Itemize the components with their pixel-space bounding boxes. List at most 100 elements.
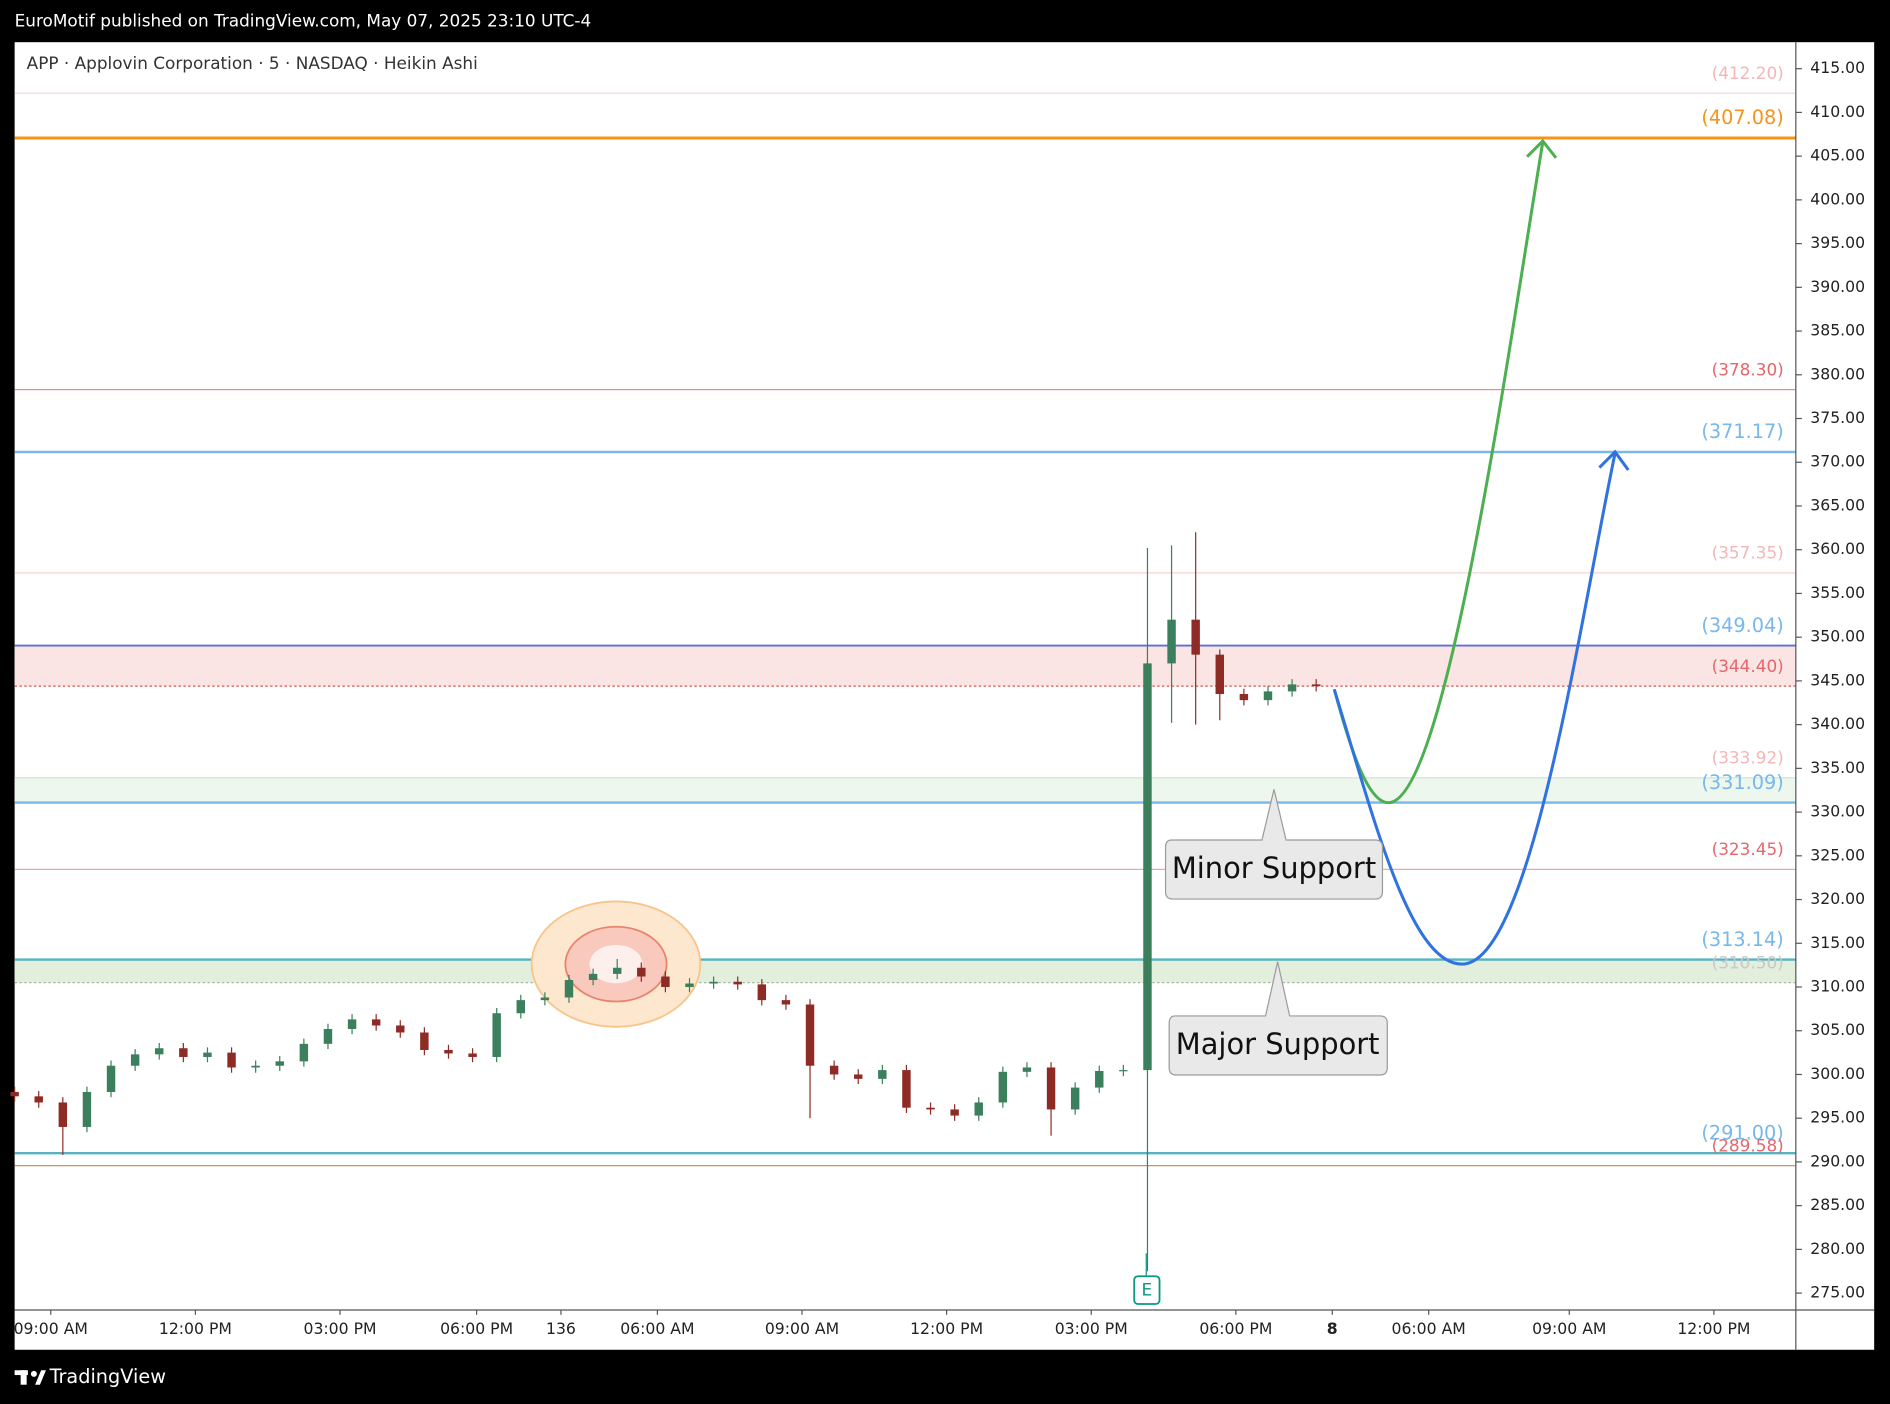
level-label: (331.09) bbox=[1701, 771, 1783, 794]
candles bbox=[10, 532, 1321, 1272]
y-tick-label: 280.00 bbox=[1810, 1239, 1865, 1258]
candle-body bbox=[1287, 684, 1297, 692]
level-label: (344.40) bbox=[1712, 656, 1784, 676]
x-tick-label: 136 bbox=[546, 1319, 576, 1338]
y-tick-label: 370.00 bbox=[1810, 452, 1865, 471]
zone bbox=[14, 645, 1796, 687]
candle-body bbox=[637, 967, 646, 977]
zone bbox=[14, 959, 1796, 983]
candle-body bbox=[371, 1019, 381, 1026]
y-tick-label: 375.00 bbox=[1810, 408, 1865, 427]
candle-body bbox=[1119, 1070, 1128, 1072]
candle-body bbox=[227, 1052, 236, 1068]
candle-body bbox=[323, 1028, 333, 1044]
candle-body bbox=[444, 1049, 453, 1054]
level-label: (310.50) bbox=[1712, 952, 1784, 972]
candle-body bbox=[1095, 1070, 1104, 1088]
y-tick-label: 320.00 bbox=[1810, 889, 1865, 908]
y-tick-label: 290.00 bbox=[1810, 1151, 1865, 1170]
level-label: (357.35) bbox=[1712, 543, 1784, 563]
y-tick-label: 285.00 bbox=[1810, 1195, 1865, 1214]
earnings-label: E bbox=[1142, 1280, 1153, 1300]
candle-body bbox=[347, 1019, 357, 1029]
candle-body bbox=[1070, 1087, 1080, 1110]
arrow-head-blue bbox=[1598, 449, 1630, 471]
annotation: Minor Support bbox=[1172, 851, 1376, 885]
levels: (412.20) (407.08) (378.30) (371.17) (357.35)… bbox=[14, 63, 1796, 1167]
y-tick-label: 275.00 bbox=[1810, 1283, 1865, 1302]
y-tick-label: 415.00 bbox=[1810, 58, 1865, 77]
y-tick-label: 330.00 bbox=[1810, 802, 1865, 821]
candle-body bbox=[950, 1109, 959, 1116]
candle-body bbox=[179, 1048, 188, 1057]
highlight-circle bbox=[530, 900, 702, 1028]
x-tick-label: 12:00 PM bbox=[159, 1319, 232, 1338]
logo-part bbox=[30, 1370, 37, 1377]
candle-body bbox=[757, 984, 767, 1001]
y-tick-label: 355.00 bbox=[1810, 583, 1865, 602]
x-tick-label: 06:00 AM bbox=[1392, 1319, 1466, 1338]
x-tick-label: 03:00 PM bbox=[1055, 1319, 1128, 1338]
y-tick-label: 385.00 bbox=[1810, 321, 1865, 340]
level-label: (323.45) bbox=[1712, 839, 1784, 859]
candle-body bbox=[1022, 1067, 1032, 1072]
y-tick-label: 325.00 bbox=[1810, 845, 1865, 864]
x-tick-label: 8 bbox=[1327, 1319, 1338, 1338]
zones bbox=[14, 645, 1796, 983]
earnings-box bbox=[1133, 1275, 1161, 1305]
candle-body bbox=[1311, 684, 1321, 687]
candle-body bbox=[155, 1048, 164, 1055]
annotation: Major Support bbox=[1176, 1027, 1380, 1061]
x-tick-label: 09:00 AM bbox=[14, 1319, 88, 1338]
candle-body bbox=[420, 1032, 429, 1050]
y-tick-label: 305.00 bbox=[1810, 1020, 1865, 1039]
logo-part bbox=[20, 1370, 27, 1385]
y-tick-label: 300.00 bbox=[1810, 1064, 1865, 1083]
earnings-marker: E bbox=[1133, 1253, 1161, 1305]
y-tick-label: 395.00 bbox=[1810, 233, 1865, 252]
y-tick-label: 405.00 bbox=[1810, 146, 1865, 165]
candle-body bbox=[709, 981, 718, 984]
candle-body bbox=[685, 983, 694, 988]
zone bbox=[14, 777, 1796, 803]
callout-minor: Minor Support bbox=[1164, 789, 1384, 900]
candle-body bbox=[130, 1054, 140, 1066]
level-label: (349.04) bbox=[1701, 614, 1783, 637]
candle-body bbox=[396, 1025, 405, 1033]
level-label: (291.00) bbox=[1701, 1121, 1783, 1144]
callout-box bbox=[1168, 961, 1388, 1076]
candle-body bbox=[1239, 694, 1249, 701]
chart-title: APP · Applovin Corporation · 5 · NASDAQ … bbox=[27, 53, 478, 73]
candle-body bbox=[733, 981, 742, 985]
candle-body bbox=[974, 1102, 983, 1116]
x-tick-label: 12:00 PM bbox=[910, 1319, 983, 1338]
candle-body bbox=[805, 1004, 815, 1066]
arrow-head-green bbox=[1526, 138, 1558, 159]
candle-body bbox=[902, 1070, 911, 1108]
candle-body bbox=[468, 1053, 477, 1057]
candle-body bbox=[251, 1065, 260, 1068]
candle-body bbox=[1046, 1067, 1056, 1110]
y-tick-label: 350.00 bbox=[1810, 627, 1865, 646]
y-tick-label: 365.00 bbox=[1810, 495, 1865, 514]
candle-body bbox=[564, 980, 574, 998]
candle-body bbox=[1191, 619, 1200, 655]
candle-body bbox=[516, 1000, 526, 1014]
projection-green bbox=[1332, 141, 1545, 805]
candle-body bbox=[58, 1102, 68, 1127]
candle-body bbox=[829, 1065, 839, 1075]
candle-body bbox=[540, 997, 550, 1001]
candle-body bbox=[1263, 691, 1273, 701]
chart-panel bbox=[14, 42, 1875, 1350]
candle-body bbox=[661, 976, 670, 988]
y-tick-label: 390.00 bbox=[1810, 277, 1865, 296]
footer-logo bbox=[14, 1370, 46, 1385]
y-tick-label: 400.00 bbox=[1810, 189, 1865, 208]
x-tick-label: 06:00 AM bbox=[620, 1319, 694, 1338]
candle-body bbox=[492, 1013, 501, 1057]
callout-major: Major Support bbox=[1168, 961, 1388, 1076]
candle-body bbox=[10, 1091, 19, 1097]
candle-body bbox=[588, 973, 598, 981]
x-tick-label: 03:00 PM bbox=[303, 1319, 376, 1338]
candle-body bbox=[878, 1070, 887, 1079]
